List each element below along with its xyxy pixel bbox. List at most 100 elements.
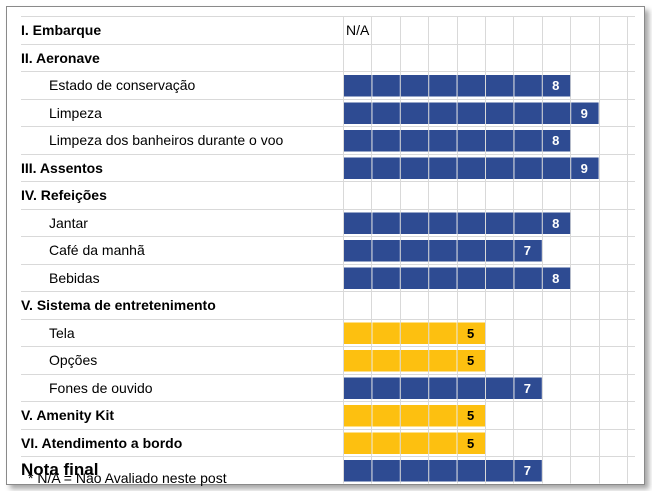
bar-cell — [429, 240, 457, 262]
bar-cell — [372, 350, 400, 372]
bar-cell — [372, 322, 400, 344]
bar-cell — [571, 102, 599, 124]
bar-cell — [486, 212, 514, 234]
row-label: II. Aeronave — [21, 49, 100, 66]
footnote: * N/A = Não Avaliado neste post — [28, 470, 227, 486]
bar-cell — [372, 432, 400, 454]
bar-cell — [429, 350, 457, 372]
row-label: Fones de ouvido — [49, 379, 153, 396]
bar-cell — [542, 102, 571, 124]
bar-cell — [344, 377, 372, 399]
chart-grid — [21, 16, 635, 484]
bar-cell — [400, 130, 429, 152]
bar-cell — [429, 267, 457, 289]
bar-cell — [514, 75, 542, 97]
bar-cell — [400, 267, 429, 289]
bar-cell — [542, 267, 571, 289]
bar-cell — [457, 130, 485, 152]
bar-cell — [457, 460, 485, 482]
bar-cell — [514, 212, 542, 234]
row-label: VI. Atendimento a bordo — [21, 434, 183, 451]
bar-cell — [486, 240, 514, 262]
bar-value-label: 5 — [466, 325, 475, 341]
bar-value-label: 9 — [580, 160, 588, 176]
bar-cell — [457, 322, 485, 344]
bar-cell — [400, 240, 429, 262]
row-label: III. Assentos — [21, 159, 103, 176]
bar-value-label: 9 — [580, 105, 588, 121]
bar-cell — [457, 432, 485, 454]
bar-cell — [344, 240, 372, 262]
bar-cell — [372, 157, 400, 179]
bar-cell — [429, 102, 457, 124]
bar-value-label: 5 — [466, 353, 475, 368]
bar-cell — [372, 102, 400, 124]
bar-cell — [429, 432, 457, 454]
bar-cell — [372, 240, 400, 262]
bar-cell — [457, 267, 485, 289]
bar-cell — [372, 267, 400, 289]
bar-cell — [400, 75, 429, 97]
bar-cell — [542, 212, 571, 234]
bar-cell — [429, 75, 457, 97]
bar-cell — [571, 157, 599, 179]
bar-cell — [372, 75, 400, 97]
bar-cell — [372, 130, 400, 152]
bar-cell — [514, 130, 542, 152]
bar-cell — [429, 322, 457, 344]
row-label: Café da manhã — [49, 242, 145, 258]
bar-cell — [542, 75, 571, 97]
bar-cell — [344, 432, 372, 454]
bar-cell — [372, 212, 400, 234]
bar-cell — [457, 240, 485, 262]
row-label: Limpeza — [49, 104, 102, 121]
bar-value-label: 8 — [552, 133, 560, 148]
bar-cell — [514, 460, 542, 482]
bar-value-label: 5 — [466, 408, 475, 423]
bar-cell — [457, 102, 485, 124]
bar-cell — [486, 130, 514, 152]
bar-cell — [429, 460, 457, 482]
bar-value-label: 5 — [466, 435, 475, 451]
bar-cell — [457, 157, 485, 179]
bar-cell — [486, 157, 514, 179]
row-label: Limpeza dos banheiros durante o voo — [49, 132, 284, 148]
bar-cell — [344, 75, 372, 97]
bar-cell — [542, 157, 571, 179]
bar-cell — [457, 405, 485, 427]
bar-cell — [400, 432, 429, 454]
row-label: Nota final — [21, 460, 99, 479]
value-text: N/A — [346, 22, 370, 38]
bar-cell — [400, 405, 429, 427]
bar-cell — [400, 102, 429, 124]
bar-cell — [486, 460, 514, 482]
bar-cell — [457, 212, 485, 234]
bar-value-label: 8 — [552, 270, 560, 286]
bar-value-label: 7 — [523, 463, 531, 478]
bar-cell — [344, 460, 372, 482]
bar-cell — [372, 377, 400, 399]
bar-cell — [514, 377, 542, 399]
bar-cell — [372, 460, 400, 482]
bar-cell — [344, 212, 372, 234]
bar-cell — [457, 377, 485, 399]
bar-cell — [372, 405, 400, 427]
bar-cell — [486, 267, 514, 289]
bar-cell — [344, 157, 372, 179]
bar-value-label: 8 — [552, 215, 560, 231]
row-label: Jantar — [49, 214, 88, 231]
bar-value-label: 8 — [552, 78, 560, 93]
bar-cell — [344, 102, 372, 124]
bar-cell — [457, 75, 485, 97]
row-label: V. Amenity Kit — [21, 407, 115, 423]
bar-cell — [344, 405, 372, 427]
bar-cell — [400, 350, 429, 372]
bar-cell — [344, 322, 372, 344]
row-label: V. Sistema de entretenimento — [21, 297, 216, 313]
bar-cell — [542, 130, 571, 152]
bar-cell — [514, 240, 542, 262]
bar-cell — [400, 157, 429, 179]
bar-cell — [344, 267, 372, 289]
bar-cell — [514, 102, 542, 124]
row-label: Bebidas — [49, 269, 100, 286]
